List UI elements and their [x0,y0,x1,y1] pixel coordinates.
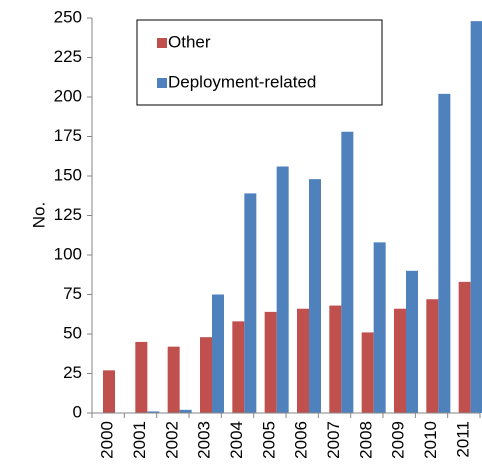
bar [394,308,406,413]
y-tick-label: 100 [54,244,82,263]
x-tick-label: 2004 [227,421,246,459]
x-tick-label: 2009 [389,421,408,459]
bar [426,299,439,413]
bar [438,93,451,413]
bar [406,270,418,413]
y-axis-label: No. [29,202,48,228]
y-tick-label: 200 [54,86,82,105]
bar [212,294,224,413]
legend-swatch [157,78,167,88]
bar [361,332,374,413]
bar [179,409,192,413]
bar [232,321,245,413]
bar [135,341,148,413]
x-tick-label: 2010 [421,421,440,459]
bar [276,166,289,413]
legend-box [136,19,383,106]
bar [470,21,482,413]
bar [373,242,386,413]
y-tick-label: 125 [54,205,82,224]
bar [329,305,342,413]
x-tick-label: 2001 [130,421,149,459]
bar [341,131,354,413]
legend-swatch [157,38,167,48]
x-tick-label: 2011 [453,421,472,458]
bar [297,308,309,413]
y-tick-label: 175 [54,126,82,145]
x-tick-label: 2000 [98,421,117,459]
y-tick-label: 25 [63,363,82,382]
y-tick-label: 250 [54,7,82,26]
x-tick-label: 2007 [324,421,343,459]
x-tick-label: 2002 [162,421,181,459]
bar [264,311,277,413]
legend-label: Deployment-related [168,72,316,91]
x-tick-label: 2008 [356,421,375,459]
y-tick-label: 75 [63,284,82,303]
bar [244,193,257,413]
x-tick-label: 2003 [195,421,214,459]
bar [200,337,212,413]
legend-label: Other [168,32,211,51]
bar [309,179,321,413]
bar [147,411,160,413]
bar [167,346,180,413]
bar [458,281,471,413]
y-tick-label: 0 [73,402,82,421]
y-tick-label: 50 [63,323,82,342]
bar [103,370,115,413]
y-tick-label: 150 [54,165,82,184]
y-tick-label: 225 [54,47,82,66]
x-tick-label: 2005 [259,421,278,459]
x-tick-label: 2006 [292,421,311,459]
